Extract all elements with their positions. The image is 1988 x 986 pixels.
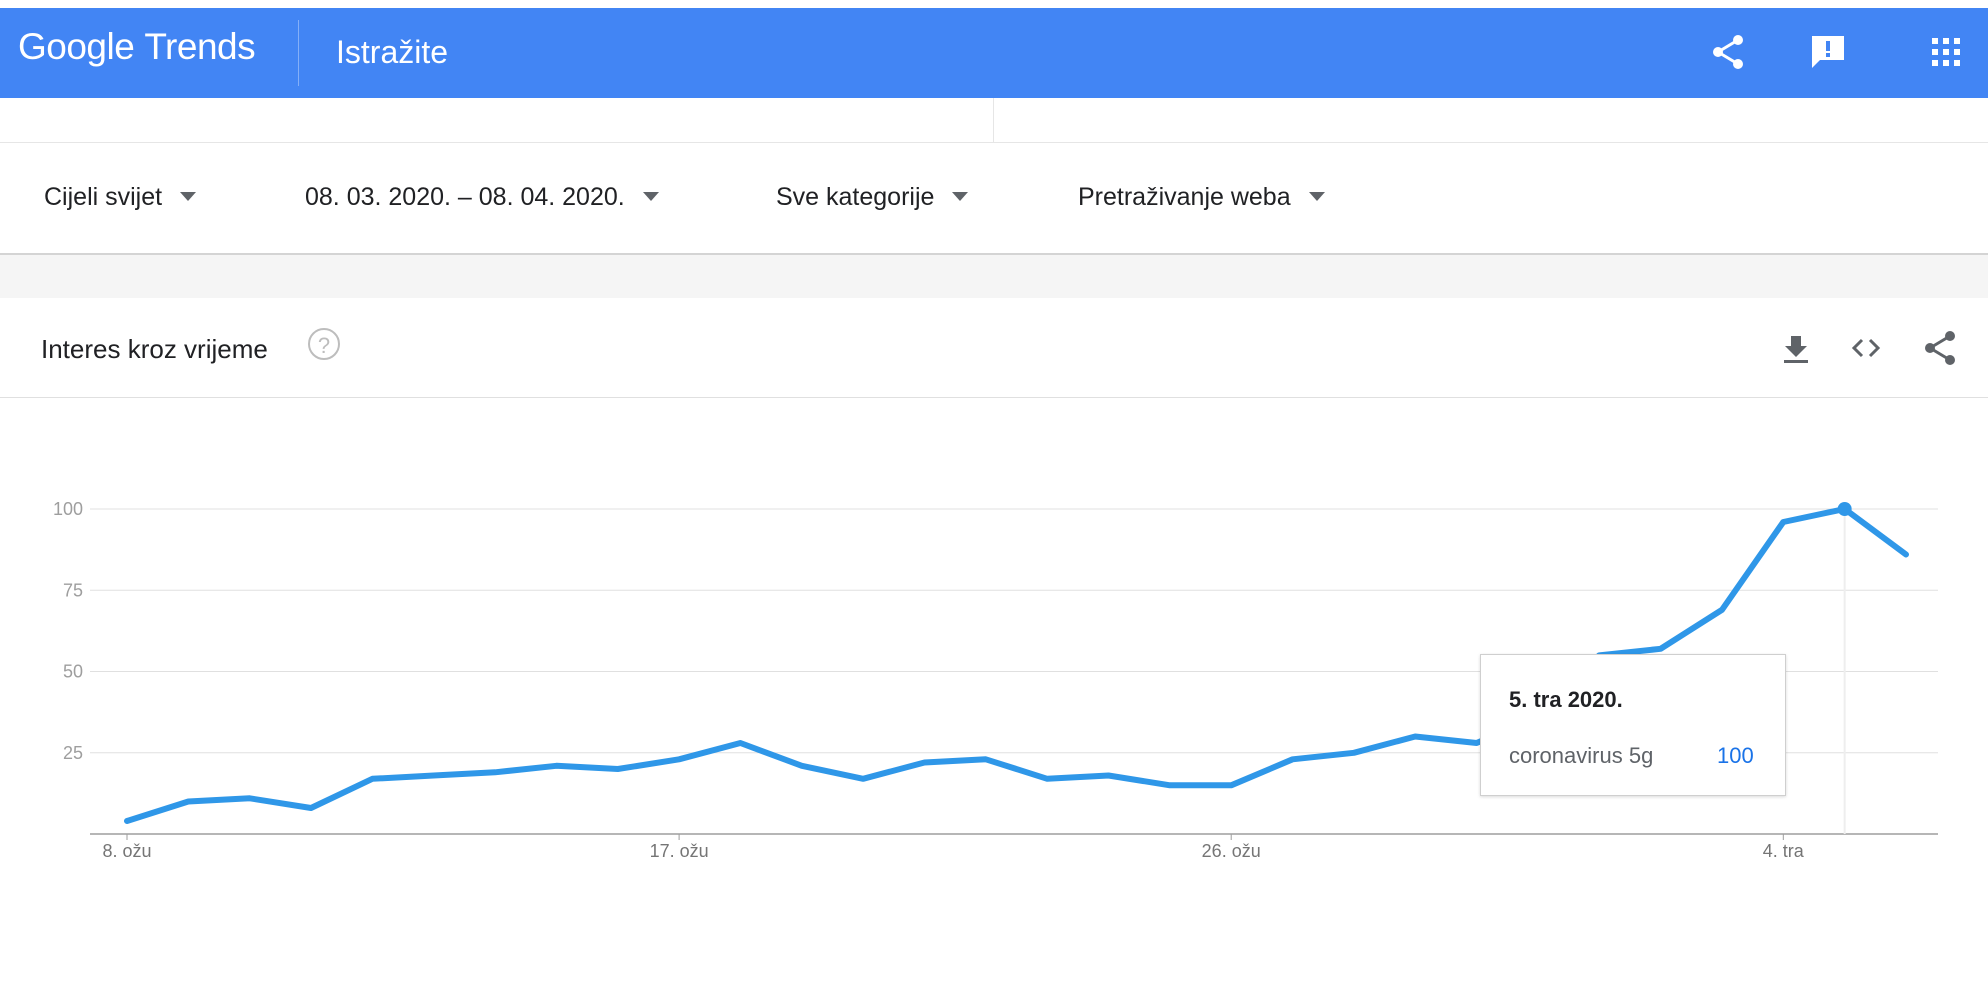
search-type-filter[interactable]: Pretraživanje weba bbox=[1078, 183, 1325, 212]
dropdown-caret-icon bbox=[952, 191, 969, 201]
y-tick-label: 50 bbox=[63, 662, 83, 682]
x-tick-label: 8. ožu bbox=[102, 841, 151, 861]
y-tick-label: 100 bbox=[53, 499, 83, 519]
share-icon[interactable] bbox=[1706, 30, 1750, 74]
embed-icon[interactable] bbox=[1846, 328, 1886, 368]
category-filter[interactable]: Sve kategorije bbox=[776, 183, 969, 212]
x-tick-label: 17. ožu bbox=[650, 841, 709, 861]
search-terms-strip bbox=[0, 98, 1988, 143]
interest-over-time-card: Interes kroz vrijeme ? bbox=[0, 298, 1988, 986]
x-tick-label: 26. ožu bbox=[1202, 841, 1261, 861]
y-tick-label: 75 bbox=[63, 580, 83, 600]
x-tick-label: 4. tra bbox=[1763, 841, 1805, 861]
card-header: Interes kroz vrijeme ? bbox=[0, 298, 1988, 398]
dropdown-caret-icon bbox=[1308, 191, 1325, 201]
section-title: Istražite bbox=[336, 34, 449, 70]
download-icon[interactable] bbox=[1776, 328, 1816, 368]
region-label: Cijeli svijet bbox=[44, 183, 163, 211]
dropdown-caret-icon bbox=[180, 191, 197, 201]
card-title: Interes kroz vrijeme bbox=[41, 334, 268, 364]
terms-divider bbox=[993, 98, 994, 142]
filter-bar: Cijeli svijet 08. 03. 2020. – 08. 04. 20… bbox=[0, 143, 1988, 255]
tooltip-date: 5. tra 2020. bbox=[1509, 687, 1623, 712]
tooltip-value: 100 bbox=[1717, 743, 1754, 768]
apps-icon[interactable] bbox=[1924, 30, 1968, 74]
category-label: Sve kategorije bbox=[776, 183, 935, 211]
date-range-label: 08. 03. 2020. – 08. 04. 2020. bbox=[305, 183, 625, 211]
share-icon[interactable] bbox=[1920, 328, 1960, 368]
tooltip-term: coronavirus 5g bbox=[1509, 743, 1654, 768]
region-filter[interactable]: Cijeli svijet bbox=[44, 183, 197, 212]
help-icon[interactable]: ? bbox=[308, 328, 340, 360]
search-type-label: Pretraživanje weba bbox=[1078, 183, 1291, 211]
feedback-icon[interactable] bbox=[1806, 30, 1850, 74]
dropdown-caret-icon bbox=[642, 191, 659, 201]
logo-google: Google bbox=[18, 26, 135, 67]
spacer bbox=[0, 255, 1988, 298]
top-bar: Google Trends Istražite bbox=[0, 8, 1988, 98]
date-range-filter[interactable]: 08. 03. 2020. – 08. 04. 2020. bbox=[305, 183, 659, 212]
header-divider bbox=[298, 20, 299, 86]
highlight-point bbox=[1837, 502, 1852, 516]
y-tick-label: 25 bbox=[63, 743, 83, 763]
google-trends-logo[interactable]: Google Trends bbox=[18, 26, 256, 68]
logo-trends: Trends bbox=[144, 26, 256, 67]
chart-tooltip: 5. tra 2020. coronavirus 5g 100 bbox=[1480, 654, 1786, 796]
